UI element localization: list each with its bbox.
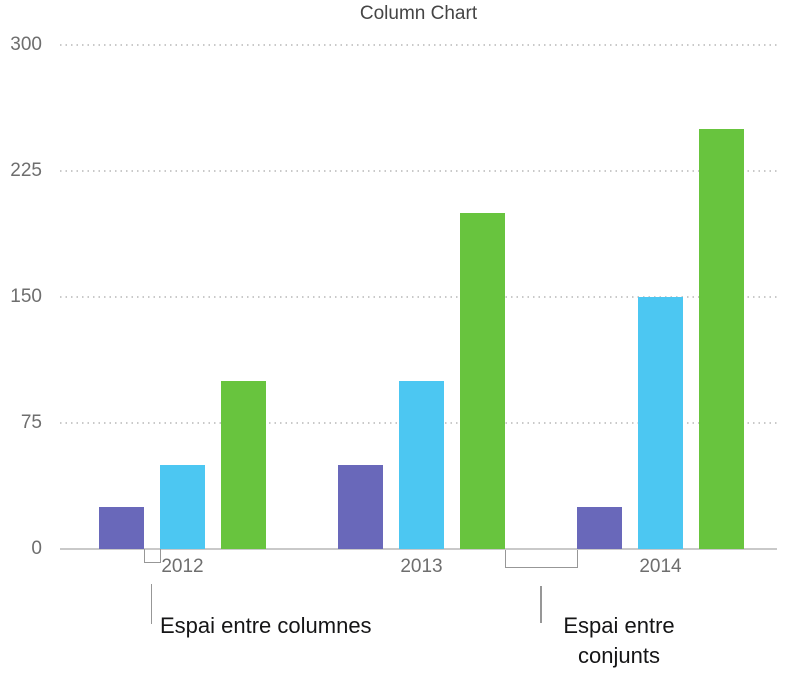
x-category-label-2014: 2014 bbox=[639, 556, 682, 577]
chart-title: Column Chart bbox=[359, 3, 478, 24]
annotation-column-gap: Espai entre columnes bbox=[160, 613, 372, 638]
y-tick-label-225: 225 bbox=[10, 160, 42, 181]
x-category-label-2012: 2012 bbox=[161, 556, 204, 577]
column-gap-callout-line bbox=[150, 584, 153, 624]
cluster-gap-bracket bbox=[504, 550, 578, 568]
y-tick-label-150: 150 bbox=[10, 286, 42, 307]
y-tick-label-0: 0 bbox=[31, 538, 42, 559]
bar-2012-blue bbox=[160, 465, 205, 549]
annotation-cluster-gap: Espai entre conjunts bbox=[546, 611, 692, 671]
annotation-cluster-gap-line2: conjunts bbox=[578, 643, 660, 668]
bar-2012-purple bbox=[99, 507, 144, 549]
gridline-225 bbox=[60, 170, 777, 172]
bar-2013-green bbox=[460, 213, 505, 549]
bar-2012-green bbox=[221, 381, 266, 549]
gridline-150 bbox=[60, 296, 777, 298]
column-gap-bracket bbox=[143, 549, 161, 563]
cluster-gap-callout-line bbox=[540, 586, 542, 623]
annotation-cluster-gap-line1: Espai entre bbox=[563, 613, 675, 638]
y-tick-label-300: 300 bbox=[10, 34, 42, 55]
bar-2013-blue bbox=[399, 381, 444, 549]
x-category-label-2013: 2013 bbox=[400, 556, 443, 577]
bar-2014-purple bbox=[577, 507, 622, 549]
bar-2014-green bbox=[699, 129, 744, 549]
gridline-300 bbox=[60, 44, 777, 46]
y-tick-label-75: 75 bbox=[20, 412, 42, 433]
bar-2013-purple bbox=[338, 465, 383, 549]
bar-2014-blue bbox=[638, 297, 683, 549]
